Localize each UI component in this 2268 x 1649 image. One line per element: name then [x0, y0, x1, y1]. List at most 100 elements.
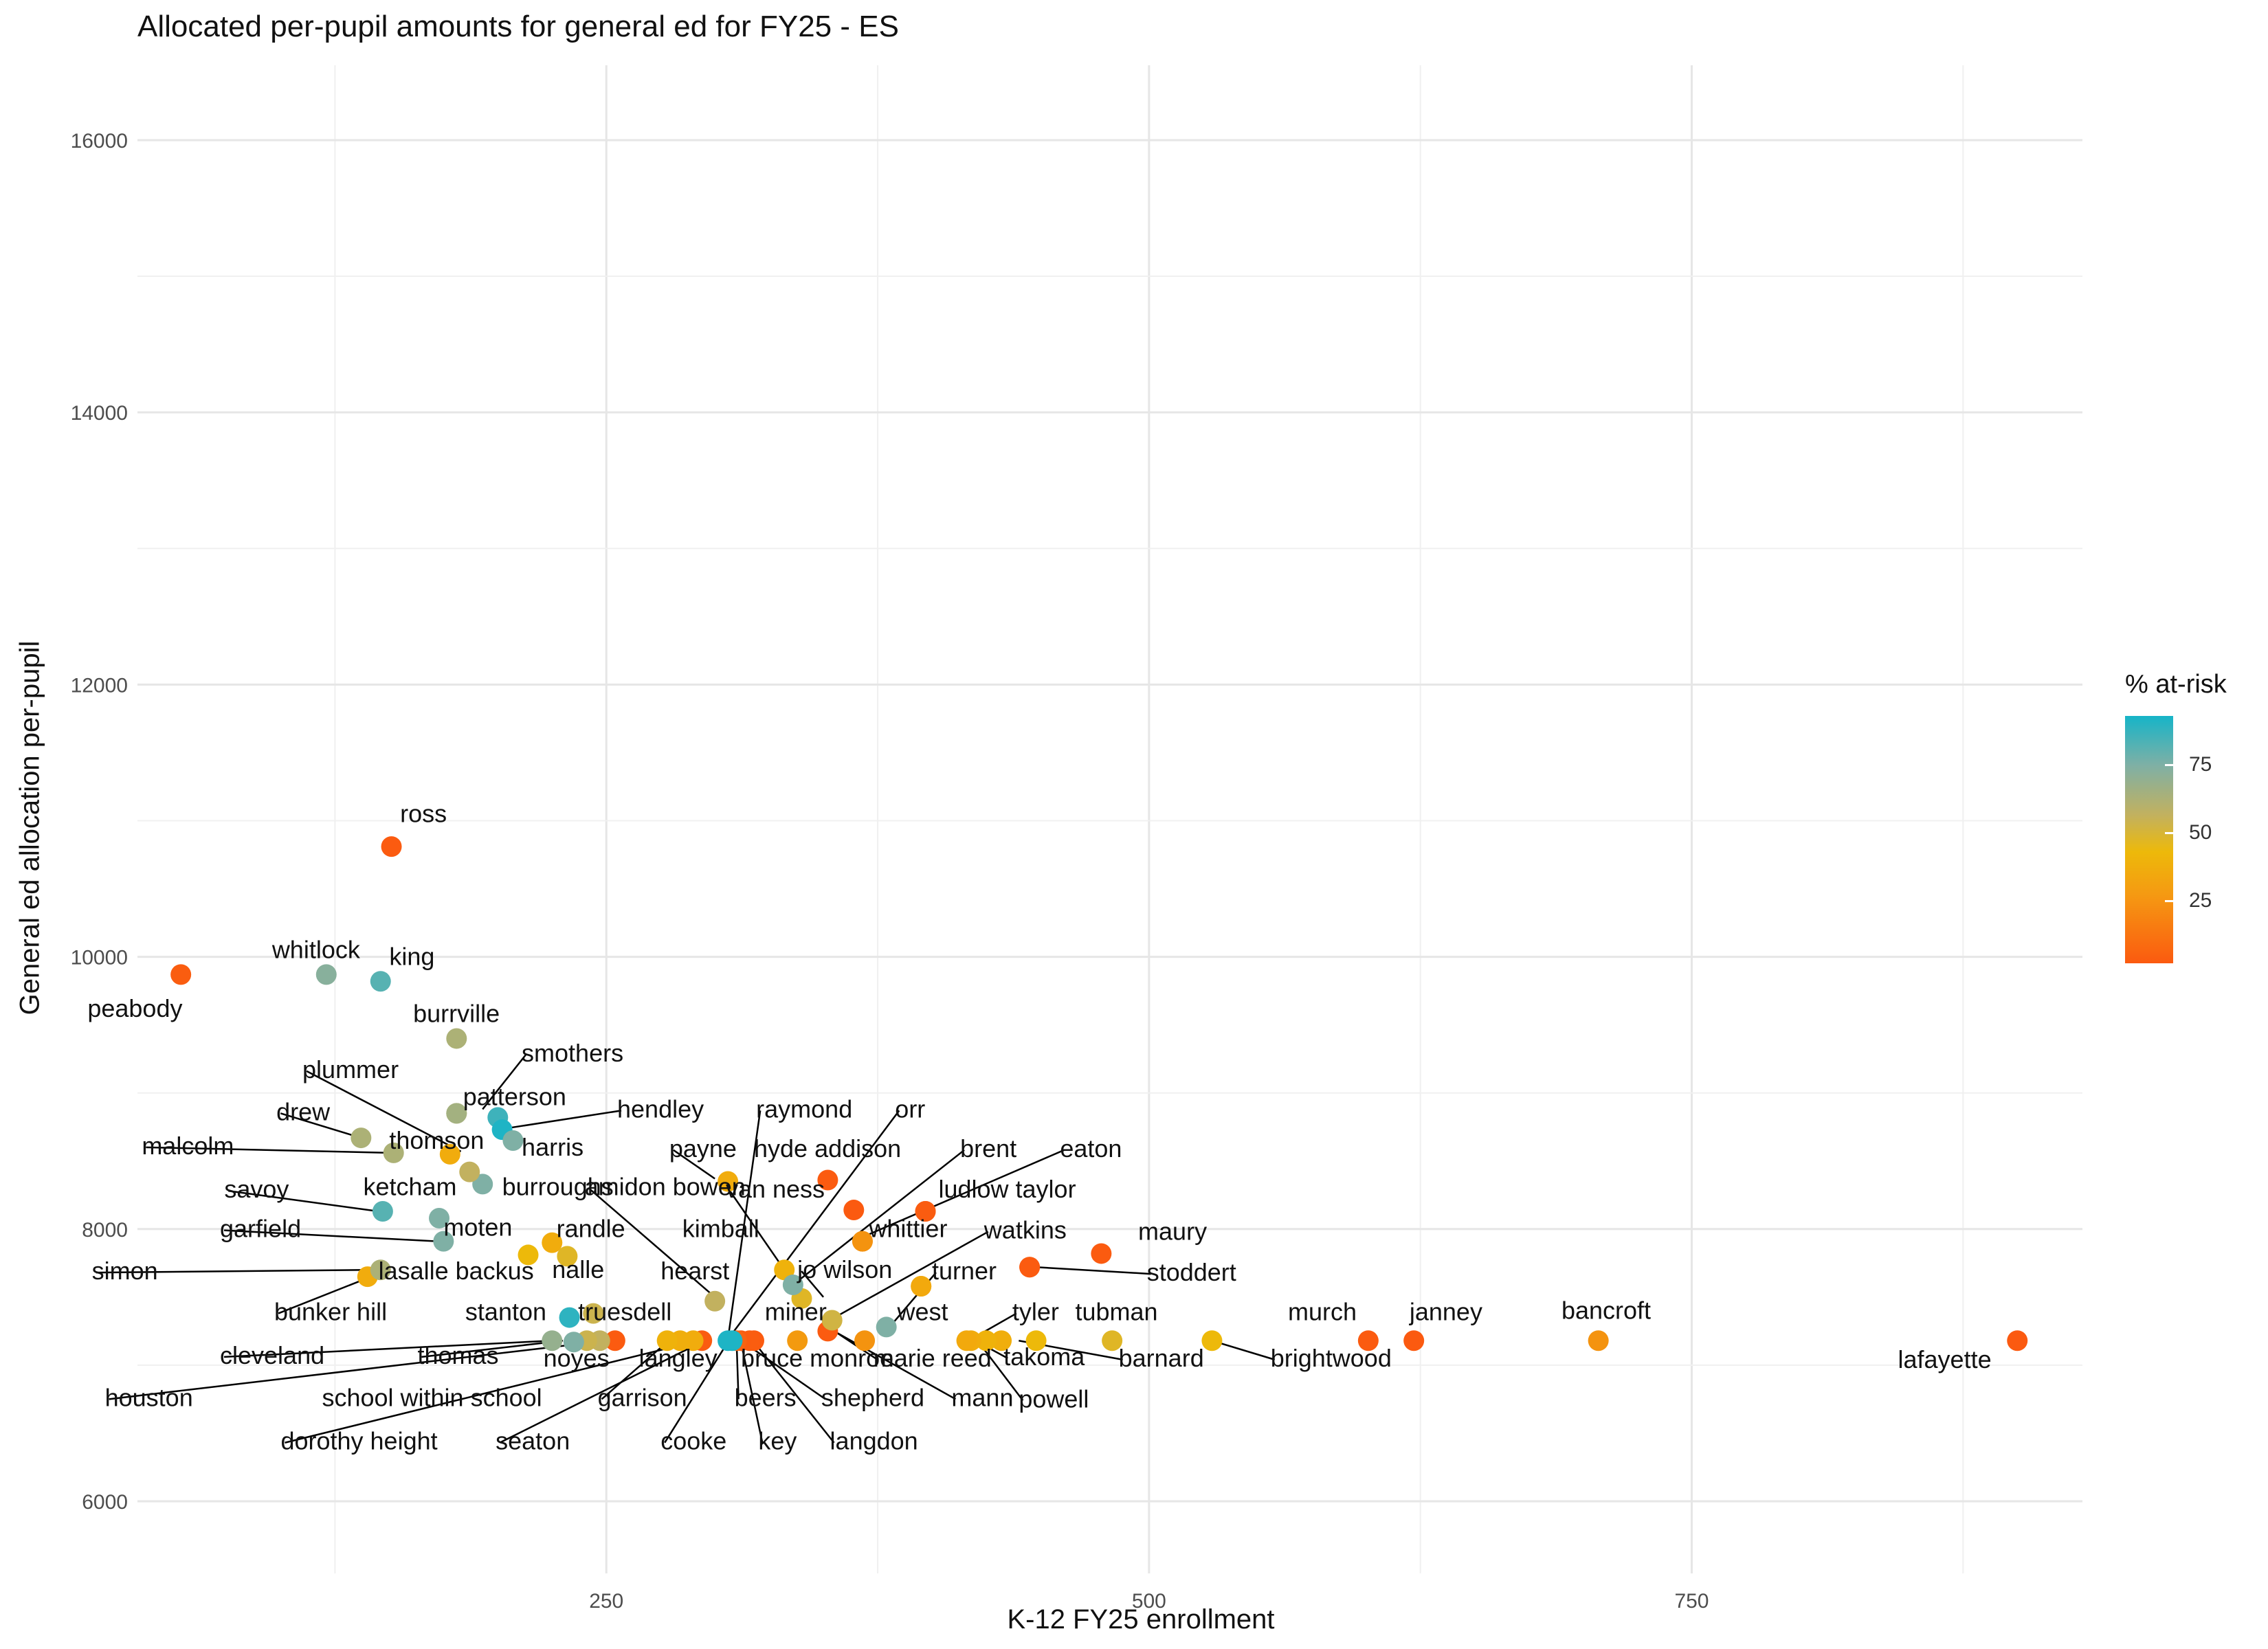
- point-label: eaton: [1060, 1134, 1122, 1163]
- point-label: janney: [1409, 1298, 1482, 1326]
- leader-line: [146, 1146, 390, 1154]
- point-label: payne: [669, 1134, 737, 1163]
- point-label: moten: [443, 1213, 512, 1242]
- point-label: maury: [1138, 1218, 1207, 1246]
- x-tick-label: 500: [1132, 1590, 1166, 1613]
- point-label: burroughs: [502, 1172, 614, 1200]
- point-label: langley: [639, 1344, 718, 1372]
- point-label: king: [389, 942, 434, 970]
- point-harris: [502, 1130, 524, 1152]
- point-labels: ross whitlock king peabody burrville smothers…: [87, 799, 1991, 1455]
- point-label: hearst: [660, 1257, 729, 1285]
- leader-line: [285, 1341, 693, 1444]
- point-label: peabody: [87, 994, 182, 1022]
- point-garfield: [433, 1231, 454, 1252]
- leader-line: [664, 1341, 729, 1444]
- leader-line: [96, 1268, 368, 1274]
- legend-tick-mark: [2165, 900, 2173, 902]
- point-west: [876, 1316, 897, 1338]
- point-payne: [718, 1171, 739, 1192]
- leader-line: [506, 1110, 622, 1130]
- point-hearst: [704, 1290, 726, 1312]
- point-school-within-school: [604, 1330, 625, 1351]
- leader-line: [223, 1229, 437, 1242]
- point-drew: [351, 1128, 372, 1149]
- point-monroe: [787, 1330, 808, 1351]
- y-tick-label: 6000: [82, 1491, 128, 1514]
- point-barnard: [1025, 1330, 1047, 1351]
- point-label: langdon: [830, 1427, 918, 1455]
- point-moten: [472, 1174, 493, 1195]
- leader-line: [421, 1339, 564, 1358]
- point-label: watkins: [983, 1216, 1067, 1244]
- point-label: truesdell: [578, 1298, 671, 1326]
- point-peabody: [170, 964, 192, 985]
- point-langley: [656, 1330, 678, 1351]
- point-label: murch: [1288, 1298, 1357, 1326]
- axis-ticks: 250 500 750 6000 8000 10000 12000 14000 16000: [71, 130, 1709, 1613]
- point-label: jo wilson: [797, 1255, 892, 1283]
- point-stanton: [559, 1307, 580, 1328]
- leader-line: [673, 1149, 715, 1180]
- point-lasalle-backus: [518, 1244, 539, 1266]
- point-brightwood: [1201, 1330, 1223, 1351]
- point-cleveland: [542, 1330, 563, 1351]
- point-maury: [1091, 1243, 1112, 1264]
- leader-line: [735, 1342, 740, 1400]
- x-tick-label: 250: [589, 1590, 623, 1613]
- leader-line: [482, 1054, 527, 1110]
- y-tick-label: 8000: [82, 1219, 128, 1242]
- point-label: harris: [522, 1133, 583, 1161]
- point-label: whittier: [868, 1215, 947, 1243]
- leader-line: [729, 1190, 786, 1270]
- point-bancroft: [1588, 1330, 1609, 1351]
- point-label: brent: [960, 1134, 1016, 1163]
- point-label: noyes: [544, 1344, 610, 1372]
- leader-line: [801, 1270, 825, 1298]
- point-orr: [843, 1200, 865, 1221]
- leader-line: [499, 1341, 702, 1444]
- point-label: stoddert: [1147, 1258, 1236, 1286]
- leader-line: [742, 1341, 826, 1400]
- point-label: thomson: [389, 1126, 484, 1154]
- point-label: beers: [735, 1383, 797, 1411]
- point-label: burrville: [413, 1000, 500, 1028]
- point-label: ketcham: [363, 1172, 456, 1200]
- point-cooke: [718, 1330, 739, 1351]
- point-ross: [381, 836, 402, 857]
- point-label: garrison: [598, 1383, 687, 1411]
- point-nalle: [557, 1246, 578, 1267]
- y-tick-label: 10000: [71, 947, 128, 969]
- point-lafayette: [2007, 1330, 2028, 1351]
- leader-line: [223, 1339, 553, 1358]
- point-label: drew: [276, 1097, 331, 1125]
- leader-line: [278, 1277, 368, 1314]
- x-tick-label: 750: [1674, 1590, 1709, 1613]
- point-label: lasalle backus: [379, 1257, 534, 1285]
- leader-line: [1036, 1266, 1151, 1275]
- point-label: malcolm: [142, 1132, 234, 1160]
- point-simon: [370, 1259, 391, 1281]
- point-label: mann: [951, 1383, 1013, 1411]
- point-label: whitlock: [271, 936, 361, 964]
- point-label: powell: [1019, 1384, 1089, 1413]
- leader-line: [280, 1112, 362, 1139]
- data-points: [170, 836, 2028, 1353]
- point-label: key: [758, 1427, 797, 1455]
- point-label: cleveland: [220, 1341, 324, 1369]
- point-savoy: [372, 1201, 393, 1222]
- y-tick-label: 12000: [71, 674, 128, 697]
- point-plummer: [439, 1143, 460, 1165]
- leader-line: [855, 1149, 1065, 1241]
- point-label: bruce monroe: [741, 1344, 893, 1372]
- point-tubman: [1102, 1330, 1123, 1351]
- y-tick-label: 14000: [71, 402, 128, 425]
- point-label: patterson: [463, 1083, 566, 1111]
- point-label: garfield: [220, 1215, 301, 1243]
- point-marie-reed: [956, 1330, 977, 1351]
- leader-line: [588, 1187, 715, 1298]
- point-ludlow-taylor: [915, 1201, 936, 1222]
- point-powell: [975, 1330, 997, 1351]
- point-label: stanton: [465, 1298, 546, 1326]
